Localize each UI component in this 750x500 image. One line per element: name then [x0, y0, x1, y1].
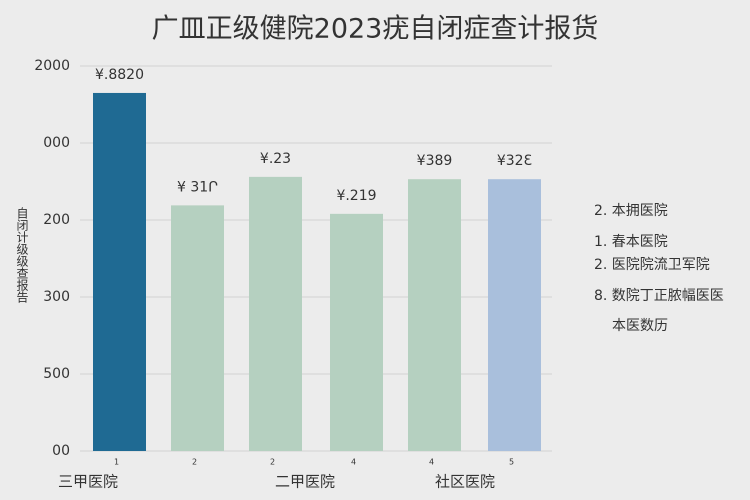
y-axis-label: 自闭计级级查报告 — [15, 207, 29, 303]
bar — [93, 92, 146, 451]
x-tick-label: 1 — [114, 458, 119, 467]
bar — [330, 213, 383, 451]
note: 本医数历 — [612, 318, 668, 334]
y-tick-label: 00 — [52, 443, 70, 459]
y-tick-label: 000 — [43, 135, 70, 151]
bar-label: ¥.8820 — [95, 67, 144, 83]
group-label: 社区医院 — [435, 473, 495, 491]
y-tick-label: 200 — [43, 212, 70, 228]
group-label: 二甲医院 — [275, 473, 335, 491]
bar — [171, 205, 224, 451]
group-label: 三甲医院 — [58, 473, 118, 491]
bar — [488, 179, 541, 451]
y-tick-label: 500 — [43, 366, 70, 382]
x-tick-label: 4 — [429, 458, 434, 467]
bar-label: ¥ 31Ր — [177, 179, 218, 195]
bar — [408, 179, 461, 451]
note: 2. 本拥医院 — [594, 203, 668, 219]
x-tick-label: 2 — [192, 458, 197, 467]
bar-label: ¥.23 — [260, 151, 291, 167]
x-tick-label: 5 — [509, 458, 514, 467]
x-tick-label: 2 — [270, 458, 275, 467]
chart-title: 广皿正级健院2023疣自闭症查计报货 — [152, 14, 599, 45]
y-tick-label: 300 — [43, 289, 70, 305]
bar-label: ¥.219 — [336, 188, 376, 204]
bar-label: ¥32Ɛ — [497, 153, 532, 169]
note: 1. 春本医院 — [594, 234, 668, 250]
x-tick-label: 4 — [351, 458, 356, 467]
bar-label: ¥389 — [417, 153, 453, 169]
note: 8. 数院丁正脓幅医医 — [594, 287, 724, 304]
bar — [249, 176, 302, 451]
note: 2. 医院院流卫军院 — [594, 257, 710, 273]
y-tick-label: 2000 — [34, 58, 70, 74]
